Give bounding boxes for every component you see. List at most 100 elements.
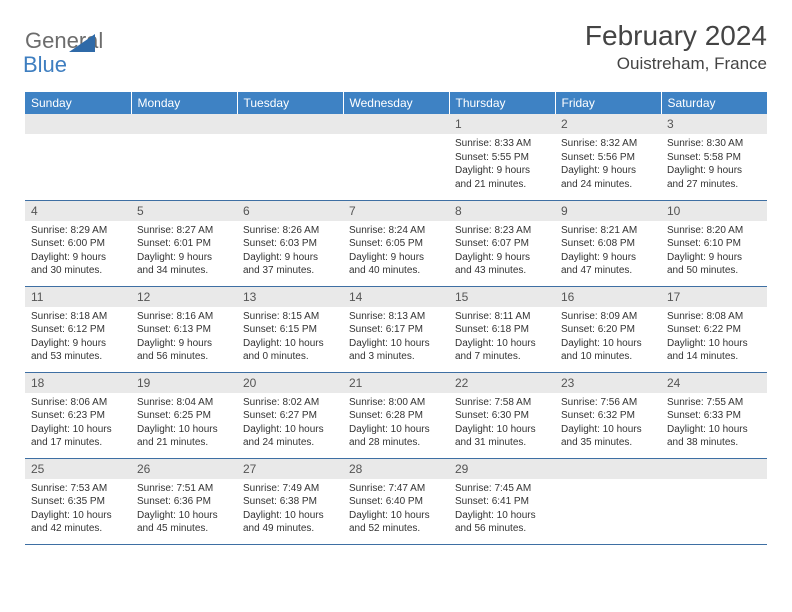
calendar-cell: 19Sunrise: 8:04 AMSunset: 6:25 PMDayligh… <box>131 372 237 458</box>
day-number: 20 <box>237 373 343 393</box>
day-number: 16 <box>555 287 661 307</box>
day-number: 27 <box>237 459 343 479</box>
logo-text-blue: Blue <box>23 52 67 78</box>
weekday-header: Sunday <box>25 92 131 114</box>
sunset-text: Sunset: 6:00 PM <box>31 237 125 251</box>
day-details: Sunrise: 8:06 AMSunset: 6:23 PMDaylight:… <box>25 393 131 456</box>
calendar-cell: 2Sunrise: 8:32 AMSunset: 5:56 PMDaylight… <box>555 114 661 200</box>
location-label: Ouistreham, France <box>585 54 767 74</box>
day-details: Sunrise: 8:11 AMSunset: 6:18 PMDaylight:… <box>449 307 555 370</box>
day-number: 26 <box>131 459 237 479</box>
sunrise-text: Sunrise: 8:30 AM <box>667 137 761 151</box>
day-details: Sunrise: 8:29 AMSunset: 6:00 PMDaylight:… <box>25 221 131 284</box>
day-number: 10 <box>661 201 767 221</box>
daylight-text: Daylight: 9 hours and 43 minutes. <box>455 251 549 278</box>
day-number: 11 <box>25 287 131 307</box>
day-number: 5 <box>131 201 237 221</box>
daylight-text: Daylight: 10 hours and 31 minutes. <box>455 423 549 450</box>
sunset-text: Sunset: 5:56 PM <box>561 151 655 165</box>
sunrise-text: Sunrise: 7:56 AM <box>561 396 655 410</box>
sunset-text: Sunset: 6:35 PM <box>31 495 125 509</box>
sunset-text: Sunset: 6:30 PM <box>455 409 549 423</box>
day-details: Sunrise: 7:49 AMSunset: 6:38 PMDaylight:… <box>237 479 343 542</box>
calendar-cell: 25 Sunrise: 7:53 AMSunset: 6:35 PMDayligh… <box>25 458 131 544</box>
day-number: 2 <box>555 114 661 134</box>
day-number: 3 <box>661 114 767 134</box>
calendar-row: ....1Sunrise: 8:33 AMSunset: 5:55 PMDayl… <box>25 114 767 200</box>
day-number: 9 <box>555 201 661 221</box>
sunset-text: Sunset: 6:32 PM <box>561 409 655 423</box>
calendar-cell: 26 Sunrise: 7:51 AMSunset: 6:36 PMDayligh… <box>131 458 237 544</box>
sunset-text: Sunset: 6:17 PM <box>349 323 443 337</box>
sunset-text: Sunset: 6:36 PM <box>137 495 231 509</box>
daylight-text: Daylight: 9 hours and 56 minutes. <box>137 337 231 364</box>
sunrise-text: Sunrise: 8:23 AM <box>455 224 549 238</box>
daylight-text: Daylight: 9 hours and 34 minutes. <box>137 251 231 278</box>
daylight-text: Daylight: 10 hours and 14 minutes. <box>667 337 761 364</box>
day-number: 1 <box>449 114 555 134</box>
sunrise-text: Sunrise: 7:49 AM <box>243 482 337 496</box>
day-number: 19 <box>131 373 237 393</box>
daylight-text: Daylight: 10 hours and 35 minutes. <box>561 423 655 450</box>
calendar-cell: 13Sunrise: 8:15 AMSunset: 6:15 PMDayligh… <box>237 286 343 372</box>
day-details: Sunrise: 8:32 AMSunset: 5:56 PMDaylight:… <box>555 134 661 197</box>
day-details: Sunrise: 8:18 AMSunset: 6:12 PMDaylight:… <box>25 307 131 370</box>
sunset-text: Sunset: 6:28 PM <box>349 409 443 423</box>
sunrise-text: Sunrise: 8:16 AM <box>137 310 231 324</box>
sunset-text: Sunset: 6:12 PM <box>31 323 125 337</box>
sunrise-text: Sunrise: 8:02 AM <box>243 396 337 410</box>
daylight-text: Daylight: 10 hours and 24 minutes. <box>243 423 337 450</box>
day-details: Sunrise: 8:23 AMSunset: 6:07 PMDaylight:… <box>449 221 555 284</box>
sunset-text: Sunset: 6:18 PM <box>455 323 549 337</box>
daylight-text: Daylight: 10 hours and 45 minutes. <box>137 509 231 536</box>
weekday-header: Thursday <box>449 92 555 114</box>
day-details: Sunrise: 8:21 AMSunset: 6:08 PMDaylight:… <box>555 221 661 284</box>
daylight-text: Daylight: 9 hours and 53 minutes. <box>31 337 125 364</box>
day-number: 24 <box>661 373 767 393</box>
day-number: 22 <box>449 373 555 393</box>
day-number: 13 <box>237 287 343 307</box>
weekday-header: Saturday <box>661 92 767 114</box>
daylight-text: Daylight: 9 hours and 37 minutes. <box>243 251 337 278</box>
sunrise-text: Sunrise: 8:04 AM <box>137 396 231 410</box>
calendar-cell: 15Sunrise: 8:11 AMSunset: 6:18 PMDayligh… <box>449 286 555 372</box>
day-number: 6 <box>237 201 343 221</box>
calendar-cell: 22Sunrise: 7:58 AMSunset: 6:30 PMDayligh… <box>449 372 555 458</box>
sunrise-text: Sunrise: 7:51 AM <box>137 482 231 496</box>
daylight-text: Daylight: 10 hours and 42 minutes. <box>31 509 125 536</box>
sunrise-text: Sunrise: 8:33 AM <box>455 137 549 151</box>
sunset-text: Sunset: 6:22 PM <box>667 323 761 337</box>
day-details: Sunrise: 7:56 AMSunset: 6:32 PMDaylight:… <box>555 393 661 456</box>
sunset-text: Sunset: 6:13 PM <box>137 323 231 337</box>
calendar-row: 18Sunrise: 8:06 AMSunset: 6:23 PMDayligh… <box>25 372 767 458</box>
daylight-text: Daylight: 9 hours and 50 minutes. <box>667 251 761 278</box>
sunrise-text: Sunrise: 8:06 AM <box>31 396 125 410</box>
sunrise-text: Sunrise: 8:26 AM <box>243 224 337 238</box>
sunrise-text: Sunrise: 8:00 AM <box>349 396 443 410</box>
calendar-cell: 23Sunrise: 7:56 AMSunset: 6:32 PMDayligh… <box>555 372 661 458</box>
sunset-text: Sunset: 6:38 PM <box>243 495 337 509</box>
sunrise-text: Sunrise: 7:45 AM <box>455 482 549 496</box>
sunrise-text: Sunrise: 8:11 AM <box>455 310 549 324</box>
day-number: 25 <box>25 459 131 479</box>
sunrise-text: Sunrise: 7:53 AM <box>31 482 125 496</box>
daylight-text: Daylight: 10 hours and 0 minutes. <box>243 337 337 364</box>
daylight-text: Daylight: 10 hours and 7 minutes. <box>455 337 549 364</box>
day-number: 17 <box>661 287 767 307</box>
sunset-text: Sunset: 6:41 PM <box>455 495 549 509</box>
day-number: 7 <box>343 201 449 221</box>
calendar-cell: . <box>661 458 767 544</box>
sunrise-text: Sunrise: 8:08 AM <box>667 310 761 324</box>
calendar-cell: 6Sunrise: 8:26 AMSunset: 6:03 PMDaylight… <box>237 200 343 286</box>
sunrise-text: Sunrise: 8:09 AM <box>561 310 655 324</box>
day-details: Sunrise: 8:26 AMSunset: 6:03 PMDaylight:… <box>237 221 343 284</box>
sunset-text: Sunset: 5:55 PM <box>455 151 549 165</box>
calendar-cell: 20 Sunrise: 8:02 AMSunset: 6:27 PMDayligh… <box>237 372 343 458</box>
day-number: 15 <box>449 287 555 307</box>
daylight-text: Daylight: 9 hours and 24 minutes. <box>561 164 655 191</box>
sunset-text: Sunset: 6:27 PM <box>243 409 337 423</box>
calendar-cell: 8Sunrise: 8:23 AMSunset: 6:07 PMDaylight… <box>449 200 555 286</box>
daylight-text: Daylight: 10 hours and 49 minutes. <box>243 509 337 536</box>
day-number: 23 <box>555 373 661 393</box>
daylight-text: Daylight: 10 hours and 3 minutes. <box>349 337 443 364</box>
